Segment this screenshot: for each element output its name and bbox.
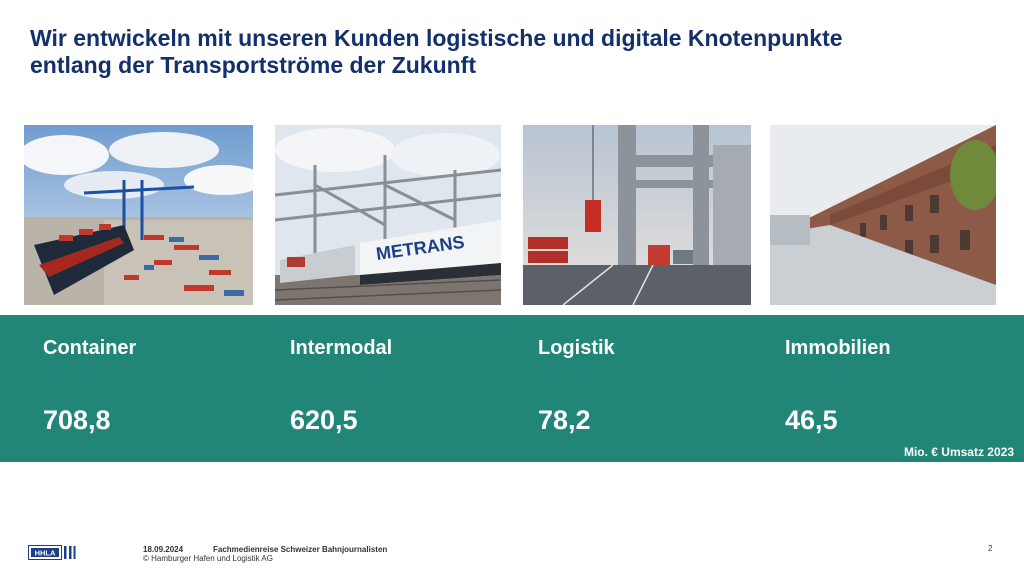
- segments-band: [0, 315, 1024, 462]
- segment-name-intermodal: Intermodal: [290, 337, 393, 359]
- container-terminal-photo: [24, 125, 253, 305]
- segment-value-immobilien: 46,5: [785, 405, 838, 435]
- hhla-logo-text: HHLA: [35, 549, 56, 558]
- footer-event: Fachmedienreise Schweizer Bahnjournalist…: [213, 545, 388, 554]
- segment-name-logistik: Logistik: [538, 337, 615, 359]
- metrans-train-photo: METRANS: [275, 125, 501, 305]
- segment-name-immobilien: Immobilien: [785, 337, 891, 359]
- hhla-logo: HHLA: [28, 545, 76, 560]
- footer-copyright: © Hamburger Hafen und Logistik AG: [143, 554, 273, 563]
- segment-value-logistik: 78,2: [538, 405, 591, 435]
- footer-date: 18.09.2024: [143, 545, 184, 554]
- segment-value-intermodal: 620,5: [290, 405, 358, 435]
- segment-name-container: Container: [43, 337, 137, 359]
- slide-title-line-1: Wir entwickeln mit unseren Kunden logist…: [30, 25, 843, 51]
- segment-value-container: 708,8: [43, 405, 111, 435]
- unit-note: Mio. € Umsatz 2023: [903, 445, 1014, 459]
- speicherstadt-photo: [770, 125, 996, 305]
- page-number: 2: [988, 544, 993, 553]
- logistics-crane-photo: [523, 125, 751, 305]
- slide-title-line-2: entlang der Transportströme der Zukunft: [30, 52, 476, 78]
- slide-title: Wir entwickeln mit unseren Kunden logist…: [30, 25, 990, 79]
